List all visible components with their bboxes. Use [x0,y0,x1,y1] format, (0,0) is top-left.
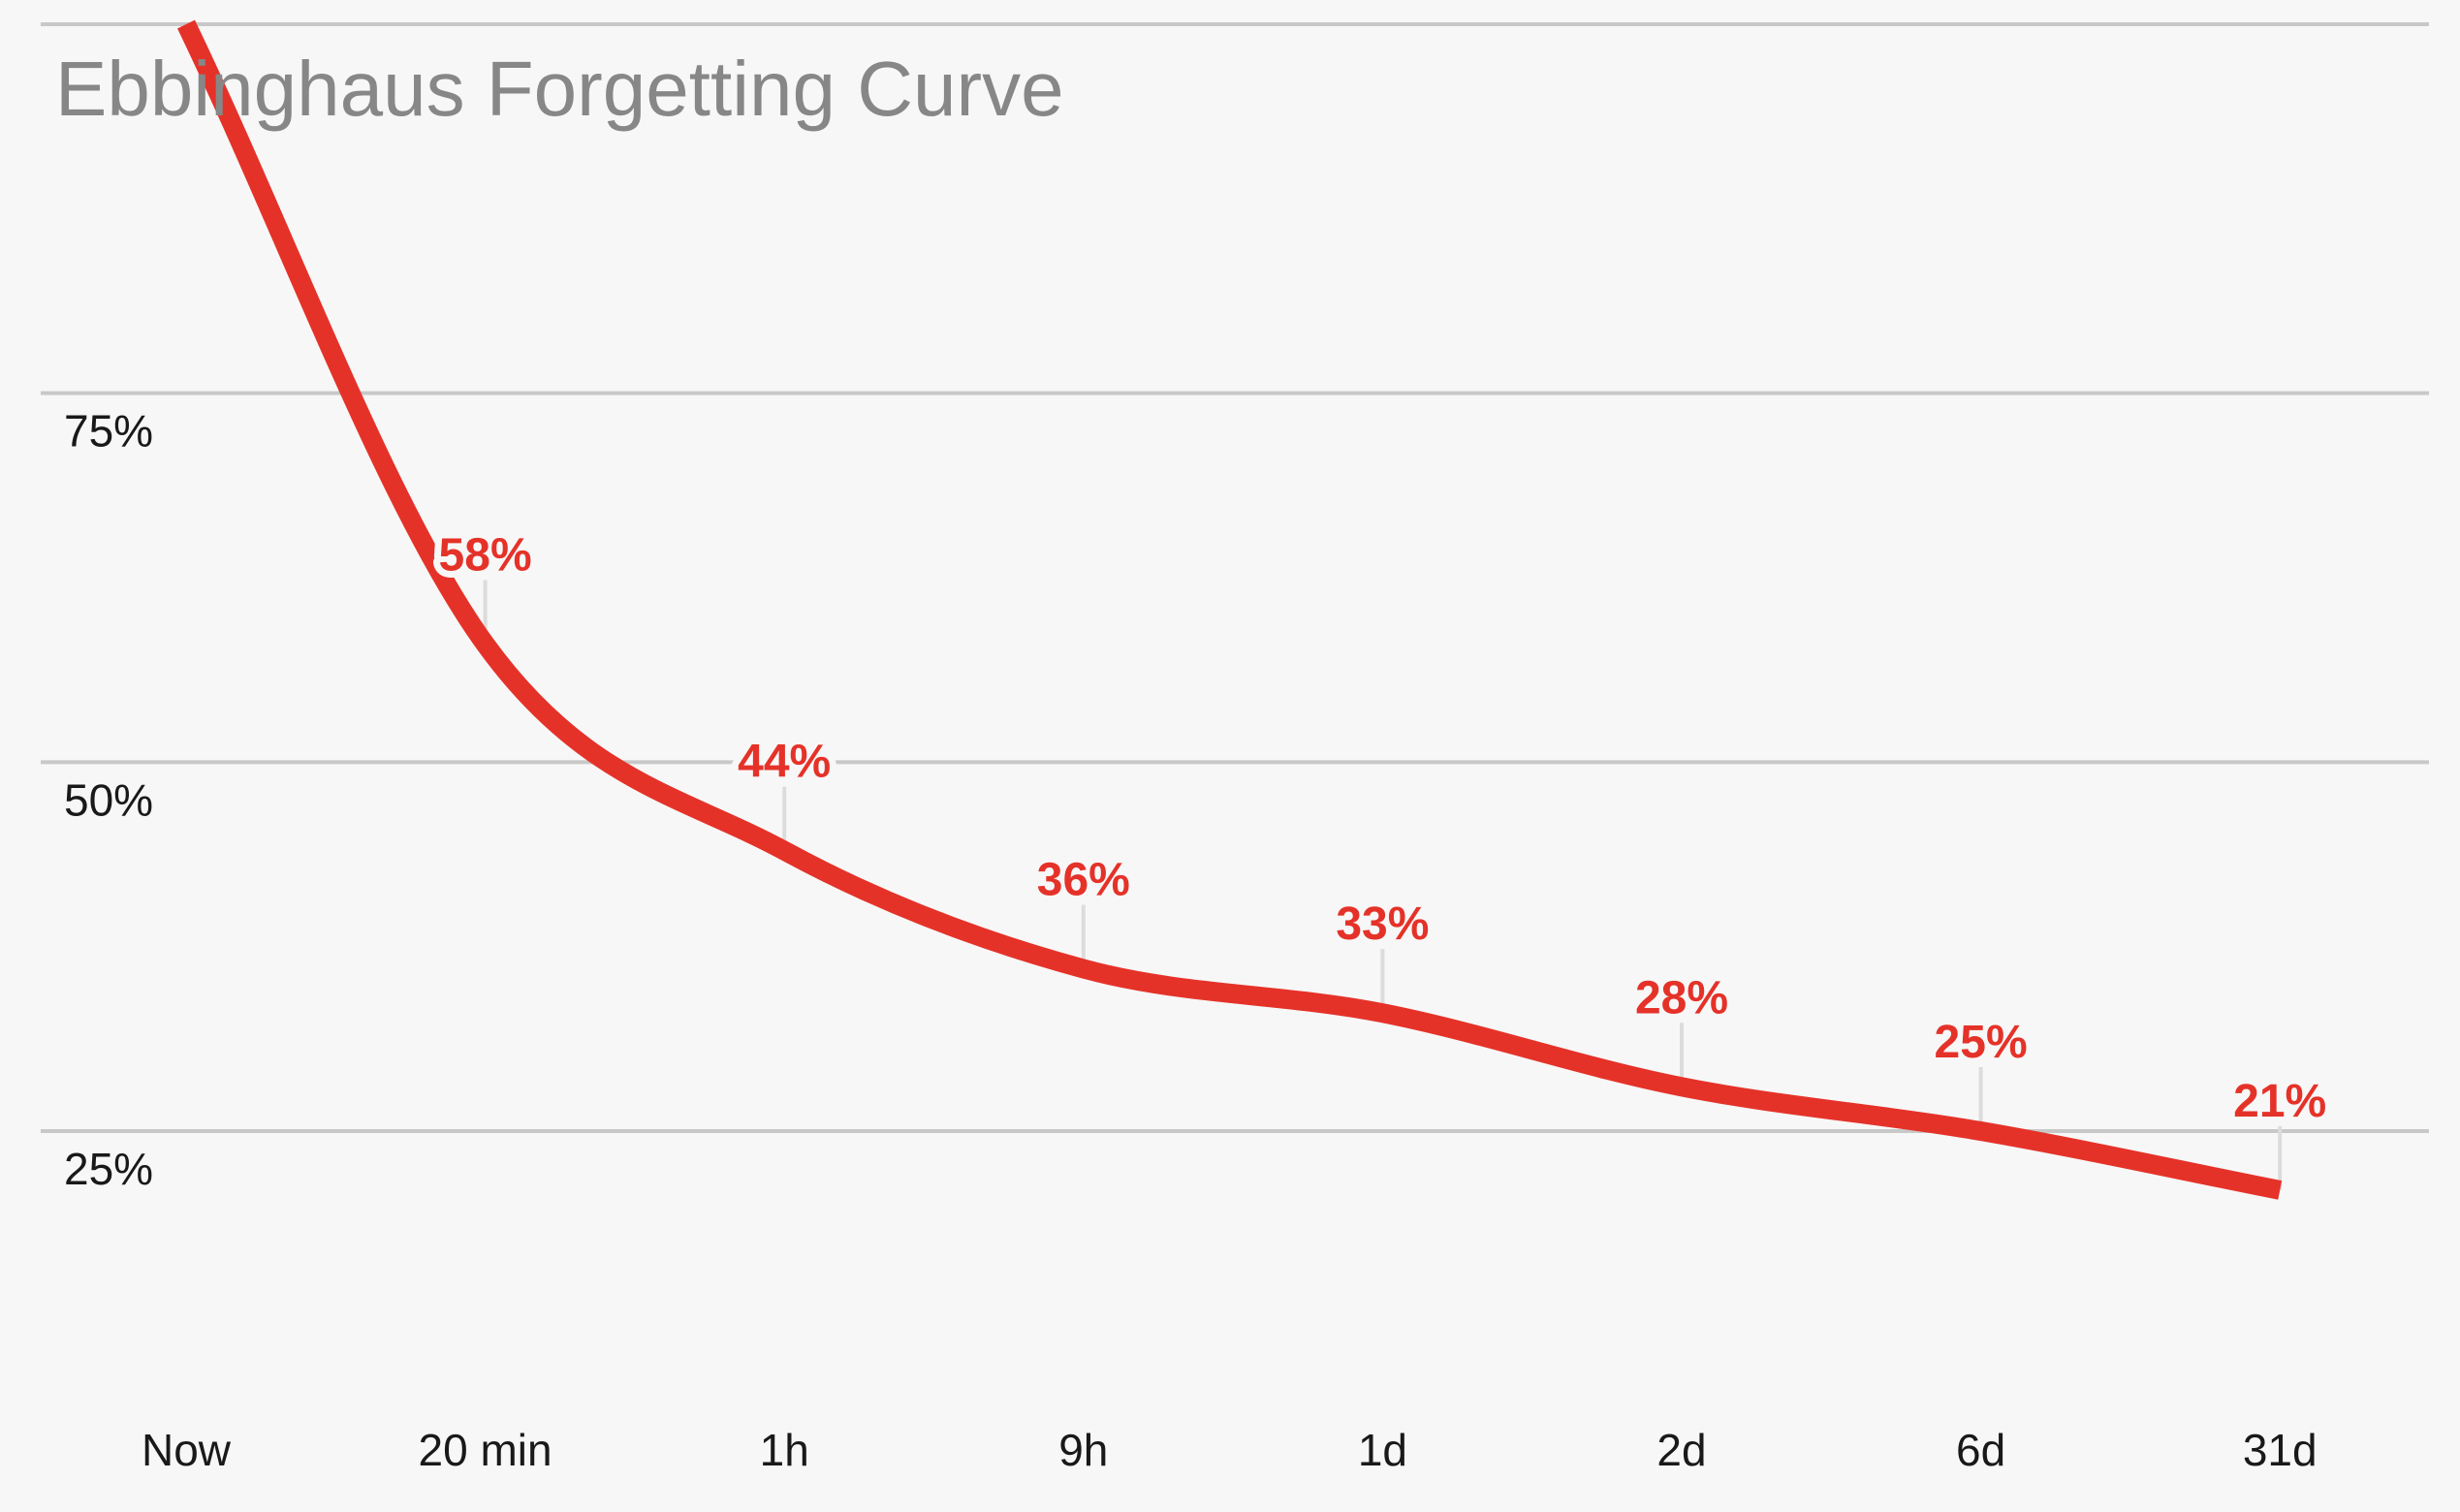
x-tick-label-20-min: 20 min [419,1425,552,1475]
point-label-58: 58% [439,530,532,582]
y-tick-label-25: 25% [64,1144,153,1194]
point-label-28: 28% [1635,972,1728,1024]
point-label-25: 25% [1935,1017,2028,1068]
point-label-33: 33% [1336,898,1429,950]
y-tick-label-75: 75% [64,406,153,457]
point-label-21: 21% [2233,1076,2326,1127]
gridlines-layer: 75% 50% 25% [41,22,2429,1194]
point-label-44: 44% [738,737,831,788]
x-tick-label-1h: 1h [760,1425,809,1475]
x-tick-label-1d: 1d [1358,1425,1407,1475]
x-tick-label-31d: 31d [2243,1425,2318,1475]
x-tick-label-6d: 6d [1956,1425,2005,1475]
leader-ticks-layer [483,580,2283,1190]
retention-curve [176,19,2283,1200]
point-label-36: 36% [1037,855,1130,906]
x-tick-label-2d: 2d [1656,1425,1706,1475]
x-tick-label-now: Now [142,1425,232,1475]
y-tick-label-50: 50% [64,774,153,825]
x-tick-label-9h: 9h [1058,1425,1108,1475]
curve-layer [176,19,2283,1200]
labels-layer: Now 20 min 1h 9h 1d 2d 6d 31d 58% 44% 36% 33% 28% 25%… [142,523,2333,1475]
